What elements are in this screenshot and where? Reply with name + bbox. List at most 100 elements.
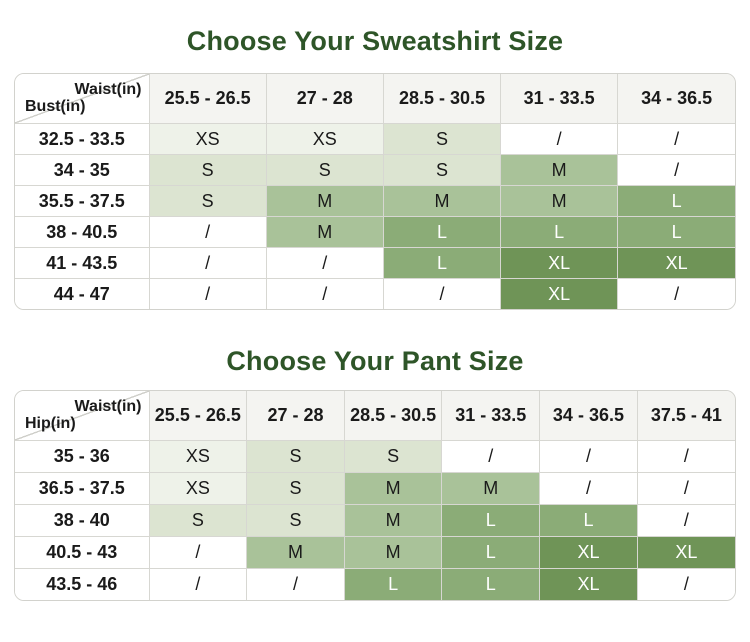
size-cell: S <box>246 504 345 537</box>
size-cell-empty: / <box>149 216 267 248</box>
column-axis-label: Waist(in) <box>74 81 142 98</box>
size-cell: S <box>383 154 502 186</box>
size-cell-empty: / <box>539 440 638 473</box>
column-header: 28.5 - 30.5 <box>344 391 443 441</box>
table-row: 35.5 - 37.5 S M M M L <box>15 185 735 217</box>
row-label: 34 - 35 <box>15 154 150 186</box>
size-cell: XL <box>539 536 638 569</box>
size-cell-empty: / <box>617 154 735 186</box>
size-cell: XL <box>500 278 619 309</box>
size-cell: S <box>149 504 248 537</box>
size-cell: XL <box>539 568 638 600</box>
column-header: 25.5 - 26.5 <box>149 74 267 124</box>
column-axis-label: Waist(in) <box>74 398 142 415</box>
size-cell: L <box>617 185 735 217</box>
size-cell: M <box>500 185 619 217</box>
size-cell: L <box>539 504 638 537</box>
corner-cell: Waist(in) Hip(in) <box>15 391 150 441</box>
size-cell-empty: / <box>149 278 267 309</box>
size-cell: M <box>500 154 619 186</box>
size-chart-section: Choose Your Sweatshirt Size Waist(in) Bus… <box>0 0 750 310</box>
row-label: 38 - 40 <box>15 504 150 537</box>
diagonal-divider <box>15 391 149 440</box>
size-cell-empty: / <box>266 247 384 279</box>
size-cell: M <box>344 536 443 569</box>
column-header: 37.5 - 41 <box>637 391 735 441</box>
size-matrix: Waist(in) Hip(in) 25.5 - 26.5 27 - 28 28.5 -… <box>15 391 735 600</box>
size-cell-empty: / <box>246 568 345 600</box>
size-cell-empty: / <box>149 568 248 600</box>
header-row: Waist(in) Bust(in) 25.5 - 26.5 27 - 28 28.5 … <box>15 74 735 124</box>
size-cell: S <box>383 123 502 155</box>
size-cell: M <box>344 472 443 505</box>
column-header: 27 - 28 <box>246 391 345 441</box>
row-label: 44 - 47 <box>15 278 150 309</box>
pant-chart-title: Choose Your Pant Size <box>226 346 524 376</box>
size-cell: S <box>149 185 267 217</box>
row-label: 35.5 - 37.5 <box>15 185 150 217</box>
size-cell: XL <box>500 247 619 279</box>
size-cell: XS <box>149 472 248 505</box>
row-axis-label: Bust(in) <box>25 98 86 115</box>
table-row: 34 - 35 S S S M / <box>15 154 735 186</box>
sweatshirt-size-table: Waist(in) Bust(in) 25.5 - 26.5 27 - 28 28.5 … <box>14 73 736 310</box>
size-cell: XS <box>266 123 384 155</box>
size-cell-empty: / <box>637 504 735 537</box>
table-row: 38 - 40 S S M L L / <box>15 504 735 537</box>
size-cell: L <box>500 216 619 248</box>
size-cell-empty: / <box>149 536 248 569</box>
size-cell-empty: / <box>500 123 619 155</box>
size-cell-empty: / <box>383 278 502 309</box>
size-cell-empty: / <box>149 247 267 279</box>
table-row: 40.5 - 43/M M L XL XL <box>15 536 735 569</box>
size-cell: M <box>246 536 345 569</box>
size-cell: M <box>266 216 384 248</box>
size-cell: S <box>266 154 384 186</box>
size-cell: L <box>383 247 502 279</box>
size-cell: S <box>246 472 345 505</box>
row-label: 36.5 - 37.5 <box>15 472 150 505</box>
row-label: 41 - 43.5 <box>15 247 150 279</box>
size-cell-empty: / <box>637 472 735 505</box>
table-row: 44 - 47// / XL / <box>15 278 735 309</box>
size-cell: L <box>383 216 502 248</box>
column-header: 27 - 28 <box>266 74 384 124</box>
size-cell-empty: / <box>441 440 541 473</box>
size-cell-empty: / <box>539 472 638 505</box>
size-cell: S <box>149 154 267 186</box>
column-header: 31 - 33.5 <box>500 74 619 124</box>
column-header: 34 - 36.5 <box>617 74 735 124</box>
size-cell: M <box>266 185 384 217</box>
table-row: 38 - 40.5/M L L L <box>15 216 735 248</box>
row-label: 35 - 36 <box>15 440 150 473</box>
size-cell: L <box>441 536 541 569</box>
table-row: 36.5 - 37.5 XS S M M / / <box>15 472 735 505</box>
header-row: Waist(in) Hip(in) 25.5 - 26.5 27 - 28 28.5 -… <box>15 391 735 441</box>
size-cell: XL <box>617 247 735 279</box>
size-cell: XS <box>149 123 267 155</box>
size-cell: XL <box>637 536 735 569</box>
size-chart-section: Choose Your Pant Size Waist(in) Hip(in) 25… <box>0 310 750 601</box>
size-cell: L <box>441 568 541 600</box>
diagonal-divider <box>15 74 149 123</box>
pant-size-table: Waist(in) Hip(in) 25.5 - 26.5 27 - 28 28.5 -… <box>14 390 736 601</box>
table-row: 35 - 36 XS S S / / / <box>15 440 735 473</box>
size-cell: S <box>246 440 345 473</box>
size-cell: M <box>383 185 502 217</box>
size-cell: M <box>441 472 541 505</box>
size-cell-empty: / <box>617 278 735 309</box>
column-header: 31 - 33.5 <box>441 391 541 441</box>
size-cell-empty: / <box>266 278 384 309</box>
size-matrix: Waist(in) Bust(in) 25.5 - 26.5 27 - 28 28.5 … <box>15 74 735 309</box>
size-cell: M <box>344 504 443 537</box>
size-cell: L <box>441 504 541 537</box>
row-label: 43.5 - 46 <box>15 568 150 600</box>
table-row: 43.5 - 46// L L XL / <box>15 568 735 600</box>
corner-cell: Waist(in) Bust(in) <box>15 74 150 124</box>
size-cell: XS <box>149 440 248 473</box>
row-label: 32.5 - 33.5 <box>15 123 150 155</box>
size-cell-empty: / <box>617 123 735 155</box>
column-header: 28.5 - 30.5 <box>383 74 502 124</box>
row-label: 40.5 - 43 <box>15 536 150 569</box>
